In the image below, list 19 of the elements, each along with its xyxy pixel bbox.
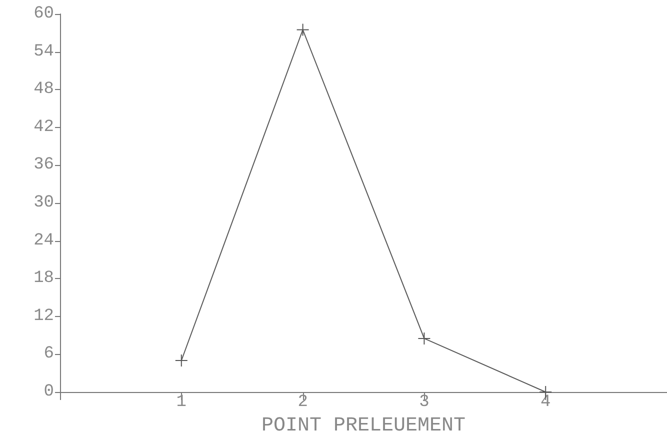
y-tick-label: 42: [34, 118, 54, 137]
y-tick-label: 60: [34, 4, 54, 24]
point: [418, 332, 431, 345]
y-tick-label: 0: [44, 382, 54, 402]
x-tick-label: 2: [298, 393, 308, 412]
y-tick-label: 18: [34, 269, 54, 288]
y-tick-label: 12: [34, 306, 54, 326]
y-tick-label: 48: [34, 80, 54, 100]
point: [296, 23, 310, 36]
x-axis-title: POINT PRELEUEMENT: [261, 414, 466, 438]
y-tick-label: 54: [34, 42, 54, 62]
y-tick-label: 36: [34, 156, 54, 175]
y-tick-label: 24: [34, 231, 54, 250]
y-tick-label: 30: [34, 194, 54, 212]
x-tick-label: 1: [176, 393, 186, 412]
x-tick-label: 3: [419, 393, 430, 412]
y-tick-label: 6: [44, 344, 54, 364]
point: [174, 354, 188, 367]
x-tick-label: 4: [540, 393, 551, 412]
